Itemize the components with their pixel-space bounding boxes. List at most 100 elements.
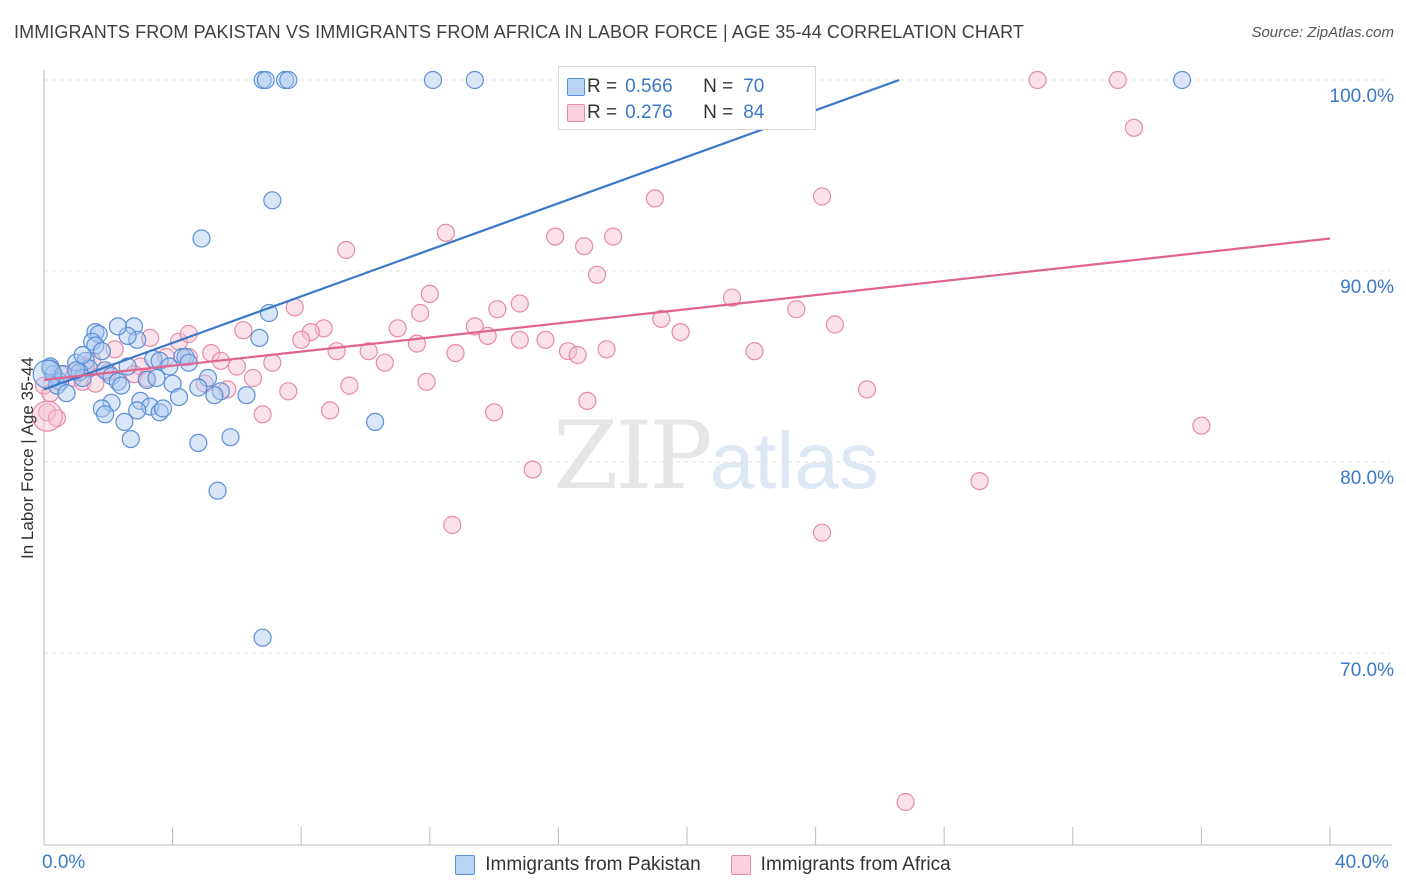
africa-point <box>234 321 253 340</box>
series-legend-africa: Immigrants from Africa <box>730 852 951 878</box>
legend-n-value: 70 <box>743 76 765 97</box>
africa-point <box>243 368 263 388</box>
pakistan-point <box>108 317 128 336</box>
pakistan-point <box>1172 70 1192 90</box>
africa-point <box>536 330 555 349</box>
pakistan-point <box>176 347 195 367</box>
pakistan-point <box>237 386 256 405</box>
africa-point <box>812 523 832 542</box>
africa-point <box>825 315 845 334</box>
pakistan-point <box>208 481 227 500</box>
africa-point <box>546 227 565 246</box>
pakistan-point <box>121 430 140 449</box>
africa-point <box>443 515 462 535</box>
pakistan-point <box>192 229 211 248</box>
pakistan-point <box>150 351 169 370</box>
africa-point <box>671 323 690 342</box>
africa-point <box>597 340 616 359</box>
series-label-africa: Immigrants from Africa <box>760 854 951 875</box>
pakistan-point <box>102 393 121 412</box>
africa-point <box>745 342 764 361</box>
series-label-pakistan: Immigrants from Pakistan <box>485 854 701 875</box>
legend-r-value: 0.276 <box>625 102 673 123</box>
watermark-zip: ZIP <box>553 402 713 511</box>
pakistan-point <box>221 428 240 447</box>
africa-point <box>375 353 394 372</box>
y-tick-90: 90.0% <box>1340 277 1394 298</box>
series-legend-pakistan: Immigrants from Pakistan <box>455 852 701 878</box>
legend-n-value: 84 <box>743 102 765 123</box>
africa-point <box>465 317 484 336</box>
pakistan-point <box>95 405 115 424</box>
africa-point <box>411 303 430 323</box>
africa-point <box>812 187 832 206</box>
pakistan-point <box>256 70 275 90</box>
africa-point <box>896 792 915 812</box>
series-swatch-africa <box>730 855 751 875</box>
africa-point <box>321 401 340 420</box>
pakistan-trend-line <box>43 78 900 391</box>
africa-point <box>327 342 346 361</box>
series-legend: Immigrants from Pakistan Immigrants from… <box>0 852 1406 878</box>
africa-point <box>645 189 665 208</box>
pakistan-point <box>279 70 298 90</box>
africa-point <box>510 330 529 349</box>
pakistan-point <box>131 391 150 410</box>
pakistan-point <box>147 368 166 388</box>
legend-r-value: 0.566 <box>625 76 673 97</box>
pakistan-point <box>263 191 282 210</box>
pakistan-point <box>118 326 137 345</box>
watermark: ZIPatlas <box>553 402 879 511</box>
legend-r-label: R = <box>587 76 618 97</box>
pakistan-point <box>198 368 218 388</box>
africa-point <box>436 223 455 242</box>
africa-point <box>359 342 378 361</box>
pakistan-point <box>92 399 112 418</box>
legend-row-pakistan: R = 0.566 N = 70 <box>567 75 765 99</box>
africa-point <box>510 294 529 313</box>
africa-point <box>722 288 742 307</box>
pakistan-point <box>124 317 144 336</box>
africa-point <box>857 380 877 399</box>
y-tick-80: 80.0% <box>1340 468 1394 489</box>
pakistan-point <box>128 330 147 349</box>
africa-point <box>603 227 623 246</box>
africa-point <box>31 400 63 432</box>
africa-point <box>574 237 594 256</box>
legend-n-label: N = <box>703 102 734 123</box>
pakistan-point <box>86 323 105 342</box>
pakistan-point <box>112 376 131 395</box>
africa-point <box>1028 70 1047 90</box>
africa-point <box>568 345 587 365</box>
africa-point <box>340 376 359 395</box>
africa-point <box>523 460 542 479</box>
africa-point <box>279 382 298 401</box>
pakistan-point <box>189 433 208 452</box>
source-credit: Source: ZipAtlas.com <box>1251 24 1394 41</box>
africa-point <box>253 405 272 424</box>
chart-title: IMMIGRANTS FROM PAKISTAN VS IMMIGRANTS F… <box>14 22 1024 42</box>
africa-point <box>578 391 597 410</box>
africa-point <box>417 372 436 391</box>
pakistan-point <box>423 70 443 90</box>
pakistan-point <box>92 342 112 361</box>
africa-point <box>652 309 671 328</box>
y-tick-70: 70.0% <box>1340 660 1394 681</box>
africa-point <box>970 472 989 491</box>
x-tick-min: 0.0% <box>42 852 86 873</box>
legend-swatch-pakistan <box>567 78 585 96</box>
stats-legend: R = 0.566 N = 70 R = 0.276 N = 84 <box>558 66 816 130</box>
pakistan-point <box>253 628 272 647</box>
pakistan-point <box>366 412 385 431</box>
x-tick-max: 40.0% <box>1335 852 1389 873</box>
africa-point <box>485 403 504 422</box>
legend-row-africa: R = 0.276 N = 84 <box>567 101 765 125</box>
pakistan-point <box>57 384 76 403</box>
africa-point <box>446 344 465 363</box>
pakistan-point <box>205 386 224 405</box>
africa-point <box>558 342 578 361</box>
africa-point <box>1192 416 1211 435</box>
africa-point <box>337 240 356 260</box>
legend-r-label: R = <box>587 102 618 123</box>
